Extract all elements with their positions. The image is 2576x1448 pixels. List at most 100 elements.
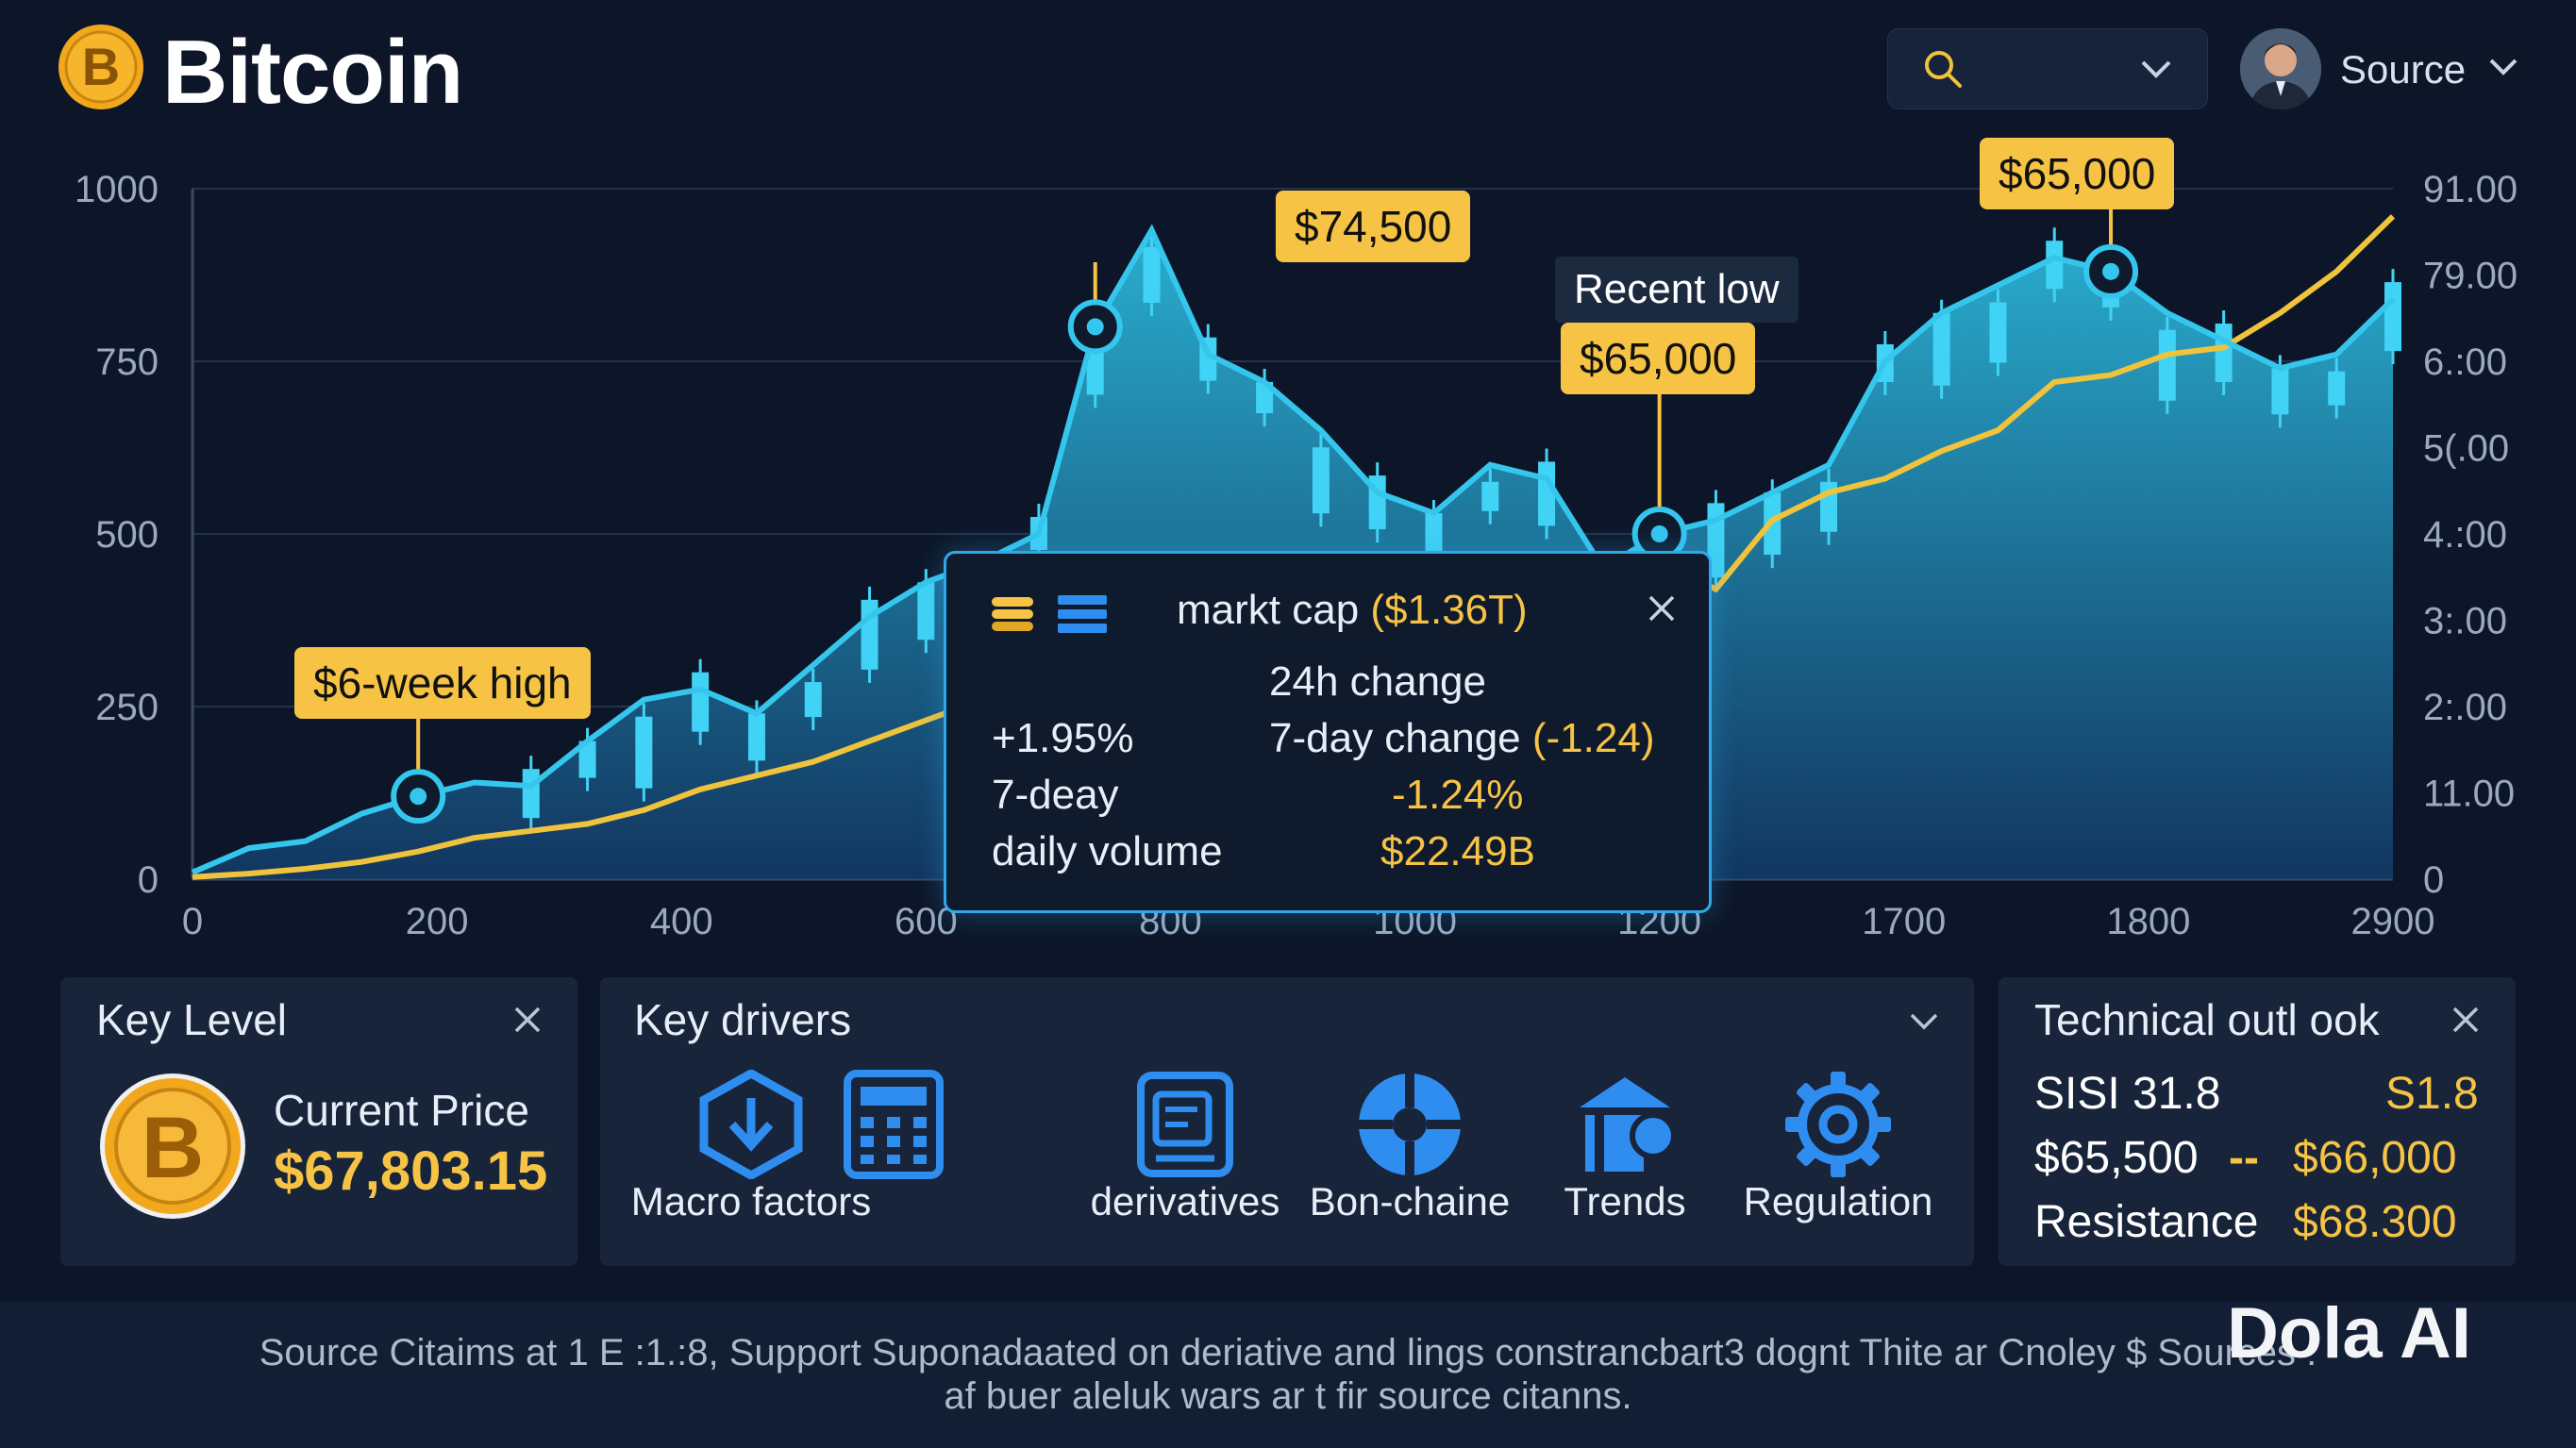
chevron-down-icon[interactable]	[1908, 1006, 1940, 1038]
chart-callout-peak: $74,500	[1276, 191, 1471, 262]
calculator-icon	[844, 1070, 944, 1179]
series-line-price	[191, 224, 2396, 875]
y-axis-tick-label: 750	[95, 341, 159, 383]
outlook-resistance-value: $68.300	[2293, 1197, 2457, 1247]
tooltip-7day-value: -1.24%	[1392, 772, 1524, 818]
close-icon[interactable]	[511, 1004, 544, 1036]
x-axis-tick-label: 200	[406, 901, 469, 942]
driver-label: Bon-chaine	[1309, 1179, 1511, 1223]
annotation-marker-dot	[1086, 318, 1104, 336]
chevron-down-icon[interactable]	[2487, 53, 2519, 81]
candle-body	[2384, 282, 2401, 352]
current-price-value: $67,803.15	[274, 1140, 548, 1202]
outlook-support-value: $66,000	[2293, 1133, 2457, 1183]
chart-callout-recent-low-value: $65,000	[1561, 323, 1756, 394]
candle-body	[1989, 302, 2007, 363]
chain-node-icon	[1359, 1074, 1461, 1175]
user-avatar-icon	[2240, 28, 2321, 109]
y-axis-tick-label: 250	[95, 687, 159, 728]
candle-body	[917, 582, 935, 641]
candle-body	[522, 769, 540, 819]
annotation-marker-dot	[410, 788, 427, 806]
key-level-title: Key Level	[96, 995, 288, 1044]
right-axis-tick-label: 0	[2423, 859, 2444, 901]
x-axis-tick-label: 0	[182, 901, 203, 942]
tooltip-24h-label: 24h change	[1269, 658, 1486, 705]
tooltip-title: markt cap ($1.36T)	[1177, 584, 1528, 637]
footer: Source Citaims at 1 E :1.:8, Support Sup…	[0, 1302, 2576, 1448]
svg-text:B: B	[142, 1100, 204, 1196]
download-shield-icon	[699, 1070, 803, 1179]
tooltip-title-value: ($1.36T)	[1370, 587, 1528, 633]
outlook-support-separator: --	[2229, 1133, 2259, 1183]
annotation-marker-dot	[2102, 262, 2120, 280]
outlook-resistance-label: Resistance	[2034, 1197, 2259, 1247]
candle-body	[2271, 368, 2289, 415]
key-level-panel: Key Level B Current Price $67,803.15	[60, 977, 577, 1266]
outlook-support-label: $65,500	[2034, 1133, 2199, 1183]
candle-body	[1256, 381, 1274, 413]
tooltip-volume-value: $22.49B	[1380, 828, 1535, 874]
footer-source-line-1: Source Citaims at 1 E :1.:8, Support Sup…	[259, 1332, 2317, 1373]
candle-body	[2046, 241, 2064, 290]
candle-body	[635, 716, 653, 789]
driver-label: Trends	[1564, 1179, 1686, 1223]
search-icon	[1925, 51, 1962, 88]
driver-trends[interactable]: Trends	[1512, 1070, 1738, 1240]
chart-callout-high: $65,000	[1980, 138, 2175, 209]
current-price-label: Current Price	[274, 1086, 529, 1135]
svg-text:B: B	[82, 37, 120, 96]
tooltip-volume-label: daily volume	[992, 828, 1223, 874]
candle-body	[578, 741, 596, 778]
right-axis-tick-label: 5(.00	[2423, 428, 2509, 470]
footer-source-line-2: af buer aleluk wars ar t fir source cita…	[944, 1375, 1632, 1417]
tooltip-7day-row-label: 7-deay	[992, 772, 1119, 818]
driver-regulation[interactable]: Regulation	[1725, 1070, 1951, 1240]
right-axis-tick-label: 2:.00	[2423, 687, 2507, 728]
annotation-marker-dot	[1650, 525, 1668, 542]
driver-derivatives[interactable]: derivatives	[1072, 1070, 1298, 1240]
tooltip-7day-label-value: (-1.24)	[1531, 715, 1655, 761]
driver-macro-factors[interactable]: Macro factors	[600, 1070, 902, 1240]
market-cap-tooltip: markt cap ($1.36T) 24h change +1.95% 7-d…	[944, 551, 1712, 913]
tooltip-24h-value: +1.95%	[992, 715, 1134, 761]
candle-body	[1425, 513, 1443, 556]
candle-body	[747, 713, 765, 761]
search-dropdown[interactable]	[1887, 28, 2208, 109]
candle-body	[1143, 246, 1161, 303]
watermark: Dola AI	[2227, 1293, 2471, 1373]
list-icon	[1058, 595, 1107, 633]
right-axis-tick-label: 11.00	[2423, 774, 2515, 815]
avatar[interactable]	[2240, 28, 2321, 109]
driver-calculator[interactable]	[825, 1070, 962, 1240]
close-icon[interactable]	[1647, 593, 1677, 624]
chart-callout-week-high: $6-week high	[294, 647, 591, 719]
close-icon[interactable]	[2450, 1004, 2482, 1036]
tooltip-7day-label-text: 7-day change	[1269, 715, 1532, 761]
candle-body	[2328, 371, 2346, 406]
candle-body	[1932, 312, 1950, 386]
driver-label: Macro factors	[630, 1179, 872, 1223]
chevron-down-icon	[2141, 60, 2171, 78]
driver-label: Regulation	[1743, 1179, 1933, 1223]
right-axis-tick-label: 79.00	[2423, 256, 2517, 297]
x-axis-tick-label: 400	[650, 901, 713, 942]
key-drivers-panel: Key drivers Macro factors	[600, 977, 1974, 1266]
right-axis-tick-label: 4.:00	[2423, 514, 2507, 556]
key-drivers-title: Key drivers	[634, 995, 852, 1044]
page-title: Bitcoin	[162, 22, 463, 123]
coins-icon	[992, 597, 1033, 631]
y-axis-tick-label: 1000	[75, 169, 159, 210]
driver-label: derivatives	[1090, 1179, 1280, 1223]
right-axis-tick-label: 3:.00	[2423, 601, 2507, 642]
candle-body	[2158, 329, 2176, 401]
candle-body	[1481, 481, 1499, 511]
right-axis-tick-label: 6.:00	[2423, 341, 2507, 383]
source-dropdown-label[interactable]: Source	[2340, 47, 2467, 92]
y-axis-tick-label: 0	[138, 859, 159, 901]
technical-outlook-panel: Technical outl ook SISI 31.8 S1.8 $65,50…	[1999, 977, 2516, 1266]
driver-bon-chaine[interactable]: Bon-chaine	[1296, 1070, 1523, 1240]
candle-body	[804, 682, 822, 718]
x-axis-tick-label: 2900	[2351, 901, 2435, 942]
gear-icon	[1785, 1072, 1891, 1177]
